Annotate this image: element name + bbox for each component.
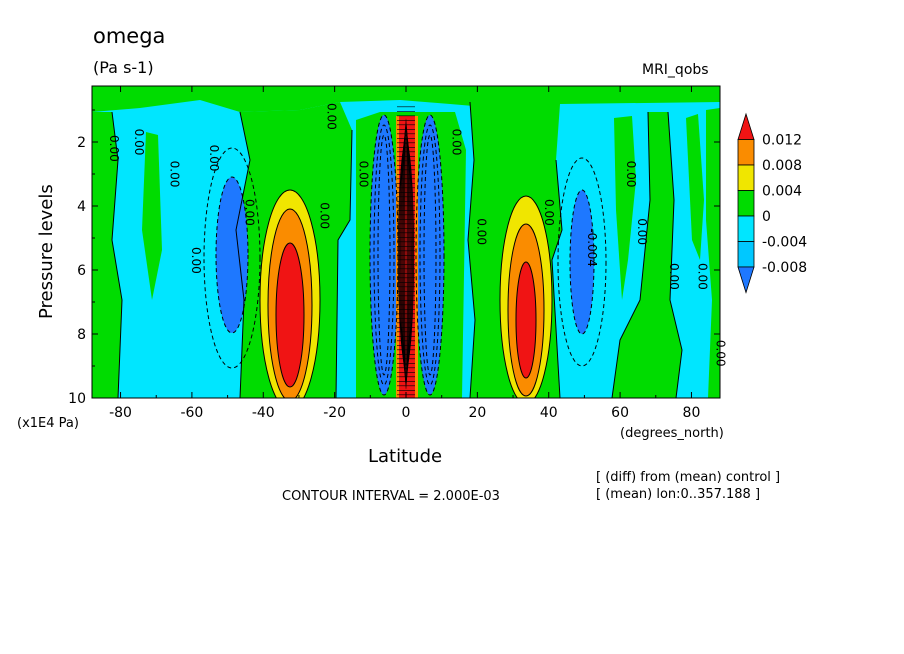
- chart-units: (Pa s-1): [93, 58, 154, 77]
- contour-label: 0.00: [624, 161, 638, 188]
- model-label: MRI_qobs: [642, 62, 709, 78]
- x-axis-unit: (degrees_north): [620, 426, 724, 441]
- colorbar-label: 0.012: [762, 133, 802, 149]
- y-axis-label: Pressure levels: [36, 184, 57, 319]
- x-tick-label: -60: [180, 405, 203, 421]
- contour-label: 0.00: [667, 263, 681, 290]
- green-region-sh-west: [92, 112, 122, 398]
- x-axis: -80 -60 -40 -20 0 20 40 60 80: [109, 86, 700, 421]
- contour-lines: [111, 101, 683, 398]
- y-tick-label: 8: [77, 327, 86, 343]
- contour-label: -0.004: [585, 228, 599, 267]
- colorbar-label: 0.008: [762, 158, 802, 174]
- contour-label: 0.00: [107, 135, 121, 162]
- green-region-sh-mid: [142, 132, 162, 300]
- colorbar-swatch: [737, 215, 755, 242]
- pos-cell-sh-red: [276, 243, 304, 387]
- green-region-nh-polar: [686, 114, 704, 260]
- contour-label: 0.00: [635, 218, 649, 245]
- eq-contour: [403, 122, 409, 386]
- colorbar-swatch: [737, 164, 755, 191]
- chart-title: omega: [93, 24, 166, 48]
- contour-label: 0.00: [189, 247, 203, 274]
- x-tick-label: 0: [402, 405, 411, 421]
- y-tick-label: 4: [77, 199, 86, 215]
- filled-contours: [92, 86, 720, 398]
- colorbar-bottom-cap: [737, 266, 755, 294]
- colorbar-top-cap: [737, 112, 755, 140]
- eq-contour: [400, 134, 412, 374]
- colorbar-label: -0.008: [762, 260, 807, 276]
- blue-cell-nh: [570, 190, 594, 334]
- contour-label: 0.00: [168, 161, 182, 188]
- x-tick-label: 60: [611, 405, 629, 421]
- x-tick-label: 20: [468, 405, 486, 421]
- y-tick-label: 2: [77, 135, 86, 151]
- x-tick-label: 80: [683, 405, 701, 421]
- blue-cell-sh: [216, 177, 248, 333]
- diff-note: [ (diff) from (mean) control ]: [596, 470, 781, 485]
- x-tick-label: -40: [252, 405, 275, 421]
- x-tick-label: -80: [109, 405, 132, 421]
- contour-label: 0.00: [542, 199, 556, 226]
- contour-label: 0.00: [242, 199, 256, 226]
- y-tick-label: 10: [68, 391, 86, 407]
- contour-label: 0.00: [325, 103, 339, 130]
- contour-label: 0.00: [132, 129, 146, 156]
- contour-label: 0.00: [696, 263, 710, 290]
- colorbar-swatch: [737, 190, 755, 217]
- pos-cell-nh-red: [516, 262, 536, 378]
- y-tick-label: 6: [77, 263, 86, 279]
- contour-label: 0.00: [474, 218, 488, 245]
- negative-contour-lines: [203, 114, 607, 396]
- contour-label: 0.00: [449, 129, 463, 156]
- colorbar: 0.012 0.008 0.004 0 -0.004 -0.008: [737, 112, 807, 294]
- eq-contour: [399, 138, 413, 370]
- colorbar-swatch: [737, 139, 755, 166]
- x-axis-label: Latitude: [368, 446, 443, 467]
- x-tick-label: -20: [323, 405, 346, 421]
- mean-note: [ (mean) lon:0..357.188 ]: [596, 487, 761, 502]
- equatorial-contour-lines: [397, 106, 415, 396]
- green-region-polar-edge: [706, 108, 720, 398]
- contour-label: 0.00: [317, 202, 331, 229]
- blue-column-east: [416, 115, 444, 395]
- green-region-nh-east: [612, 112, 682, 398]
- colorbar-label: 0: [762, 209, 771, 225]
- blue-column-west: [370, 115, 398, 395]
- green-region-nh-mid: [614, 116, 636, 300]
- eq-contour: [404, 118, 408, 390]
- colorbar-label: -0.004: [762, 235, 807, 251]
- colorbar-label: 0.004: [762, 184, 802, 200]
- x-tick-label: 40: [540, 405, 558, 421]
- y-axis: 2 4 6 8 10: [68, 109, 720, 407]
- y-axis-unit: (x1E4 Pa): [17, 416, 79, 431]
- contour-label: 0.00: [357, 161, 371, 188]
- green-region-top: [92, 86, 720, 112]
- contour-label: 0.00: [207, 145, 221, 172]
- colorbar-swatch: [737, 241, 755, 268]
- contour-interval-label: CONTOUR INTERVAL = 2.000E-03: [282, 489, 500, 504]
